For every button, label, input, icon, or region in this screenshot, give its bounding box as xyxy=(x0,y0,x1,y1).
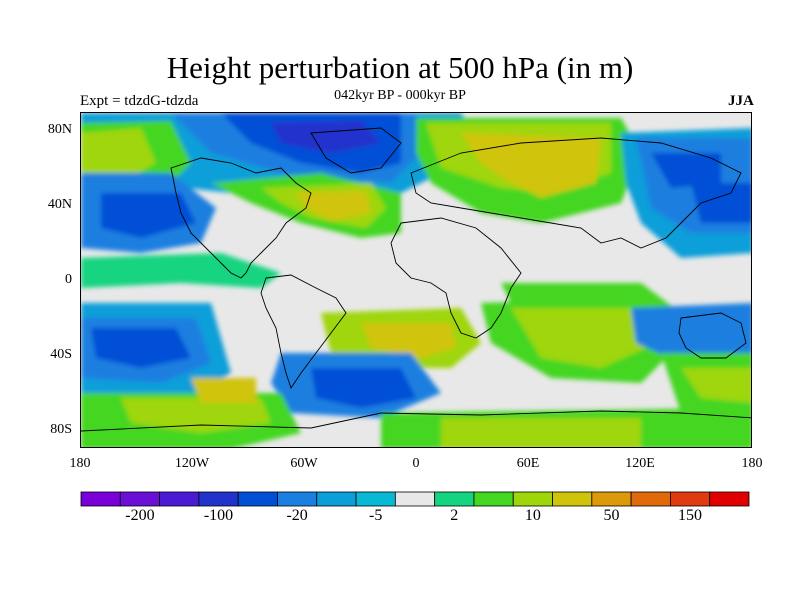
colorbar-box xyxy=(277,491,318,507)
field-east-asia-deep xyxy=(651,153,721,188)
plot-title: Height perturbation at 500 hPa (in m) xyxy=(166,50,634,85)
field-south-pacific-deep xyxy=(91,328,191,368)
colorbar-tick-label: 50 xyxy=(603,507,620,524)
lon-label-60e: 60E xyxy=(516,456,540,471)
field-southern-ocean-peak xyxy=(191,378,256,403)
map-panel xyxy=(80,112,752,448)
field-northeast-pacific-deep xyxy=(101,193,196,238)
colorbar-box xyxy=(473,491,514,507)
colorbar-tick-label: 10 xyxy=(524,507,541,524)
colorbar-tick-label: -20 xyxy=(286,507,308,524)
height-perturbation-map xyxy=(81,113,751,447)
contour-fields xyxy=(81,113,751,447)
colorbar-box xyxy=(630,491,671,507)
field-atlantic-peak xyxy=(296,191,371,221)
lon-label-0: 0 xyxy=(412,456,420,471)
colorbar-box xyxy=(237,491,278,507)
colorbar-box xyxy=(394,491,436,507)
coastlines xyxy=(81,127,751,432)
antarctica-outline xyxy=(81,410,751,432)
south-america-outline xyxy=(260,274,347,390)
field-australia-blue xyxy=(631,303,751,363)
colorbar-box xyxy=(316,491,357,507)
lon-label-180w: 180 xyxy=(69,456,91,471)
field-southeast-pacific-yellow xyxy=(681,368,751,403)
lon-label-120w: 120W xyxy=(174,456,210,471)
australia-outline xyxy=(678,312,747,359)
field-pacific-deep xyxy=(691,183,751,223)
field-antarctic-yellow xyxy=(441,418,641,447)
colorbar-box xyxy=(591,491,632,507)
field-south-atlantic-peak xyxy=(361,323,456,358)
colorbar-box xyxy=(670,491,711,507)
lon-label-60w: 60W xyxy=(290,456,318,471)
field-south-indian-yellow xyxy=(511,308,646,368)
colorbar-box xyxy=(355,491,396,507)
colorbar-tick-label: 2 xyxy=(450,507,459,524)
colorbar-box xyxy=(198,491,239,507)
lat-label-40s: 40S xyxy=(50,347,72,362)
plot-subtitle: 042kyr BP - 000kyr BP xyxy=(334,88,466,103)
lat-label-80s: 80S xyxy=(50,422,72,437)
lat-label-equator: 0 xyxy=(65,272,72,287)
north-america-outline xyxy=(170,157,312,279)
colorbar-tick-label: 150 xyxy=(678,507,703,524)
lat-label-80n: 80N xyxy=(47,122,72,137)
colorbar-box xyxy=(512,491,553,507)
colorbar-tick-label: -100 xyxy=(203,507,234,524)
africa-outline xyxy=(390,217,522,339)
experiment-label: Expt = tdzdG-tdzda xyxy=(80,93,199,109)
lat-label-40n: 40N xyxy=(47,197,72,212)
colorbar xyxy=(80,491,750,507)
colorbar-box xyxy=(709,491,750,507)
colorbar-tick-label: -5 xyxy=(369,507,383,524)
lon-label-120e: 120E xyxy=(625,456,655,471)
colorbar-box xyxy=(434,491,475,507)
field-greenland-deep xyxy=(271,121,381,153)
colorbar-box xyxy=(119,491,160,507)
lon-label-180e: 180 xyxy=(741,456,763,471)
field-tropical-green xyxy=(81,253,281,288)
eurasia-outline xyxy=(410,137,742,249)
greenland-outline xyxy=(310,127,402,174)
field-eurasia-peak xyxy=(461,133,601,198)
field-southern-ocean-yellow xyxy=(121,398,271,433)
colorbar-tick-label: -200 xyxy=(125,507,155,524)
colorbar-box xyxy=(159,491,200,507)
season-label: JJA xyxy=(728,93,754,109)
colorbar-box xyxy=(552,491,593,507)
field-south-atlantic-deep xyxy=(311,368,416,408)
field-pacific-yellow xyxy=(81,128,156,183)
colorbar-box xyxy=(80,491,121,507)
